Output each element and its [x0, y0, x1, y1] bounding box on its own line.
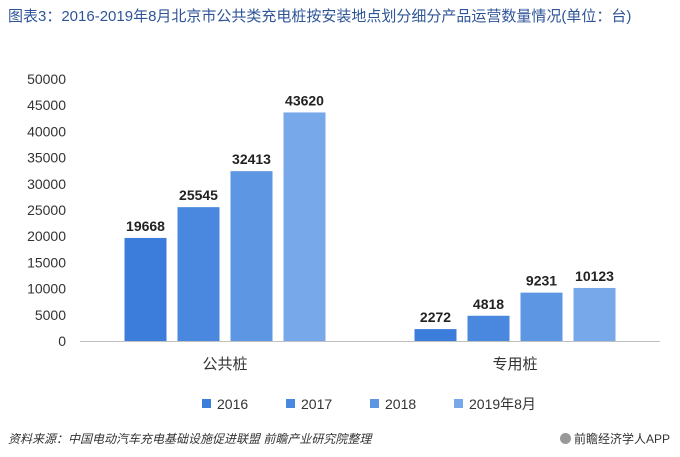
bar-2017-公共桩 [177, 207, 220, 341]
y-tick-label: 20000 [27, 228, 66, 244]
legend-swatch [370, 399, 379, 408]
bar-2016-专用桩 [414, 329, 457, 341]
data-label: 19668 [126, 218, 165, 234]
bar-2019年8月-专用桩 [573, 287, 616, 341]
bar-2019年8月-公共桩 [283, 112, 326, 341]
y-tick-label: 10000 [27, 281, 66, 297]
y-tick-label: 40000 [27, 123, 66, 139]
data-label: 2272 [420, 309, 451, 325]
y-tick-label: 35000 [27, 150, 66, 166]
y-tick-label: 5000 [35, 307, 66, 323]
y-tick-label: 0 [58, 333, 66, 349]
brand-label: 前瞻经济学人APP [559, 430, 670, 447]
bar-2018-公共桩 [230, 171, 273, 341]
legend-label: 2018 [385, 396, 416, 412]
brand-text: 前瞻经济学人APP [573, 432, 670, 446]
category-labels: 公共桩 专用桩 [202, 356, 537, 373]
legend-swatch [286, 399, 295, 408]
y-tick-label: 15000 [27, 254, 66, 270]
chart-title: 图表3：2016-2019年8月北京市公共类充电桩按安装地点划分细分产品运营数量… [8, 8, 632, 25]
legend-label: 2017 [301, 396, 332, 412]
bar-2018-专用桩 [520, 292, 563, 341]
y-tick-label: 45000 [27, 97, 66, 113]
bar-2016-公共桩 [124, 237, 167, 341]
legend-swatch [454, 399, 463, 408]
y-tick-label: 25000 [27, 202, 66, 218]
brand-logo-icon [559, 433, 571, 444]
bars [124, 112, 616, 341]
legend-swatch [202, 399, 211, 408]
data-label: 43620 [285, 92, 324, 108]
category-label: 公共桩 [202, 356, 247, 373]
y-tick-label: 30000 [27, 176, 66, 192]
data-label: 4818 [473, 296, 504, 312]
data-label: 10123 [575, 268, 614, 284]
source-note: 资料来源：中国电动汽车充电基础设施促进联盟 前瞻产业研究院整理 [8, 432, 372, 446]
data-label: 25545 [179, 187, 218, 203]
data-label: 32413 [232, 151, 271, 167]
legend-label: 2019年8月 [469, 396, 536, 412]
data-label: 9231 [526, 273, 557, 289]
data-labels: 19668 25545 32413 43620 2272 4818 9231 10123 [126, 92, 614, 325]
y-axis-tick-labels: 0 5000 10000 15000 20000 25000 30000 35000 40000… [27, 71, 66, 349]
legend: 2016 2017 2018 2019年8月 [202, 396, 536, 412]
y-tick-label: 50000 [27, 71, 66, 87]
category-label: 专用桩 [492, 356, 537, 373]
bar-2017-专用桩 [467, 315, 510, 341]
legend-label: 2016 [217, 396, 248, 412]
